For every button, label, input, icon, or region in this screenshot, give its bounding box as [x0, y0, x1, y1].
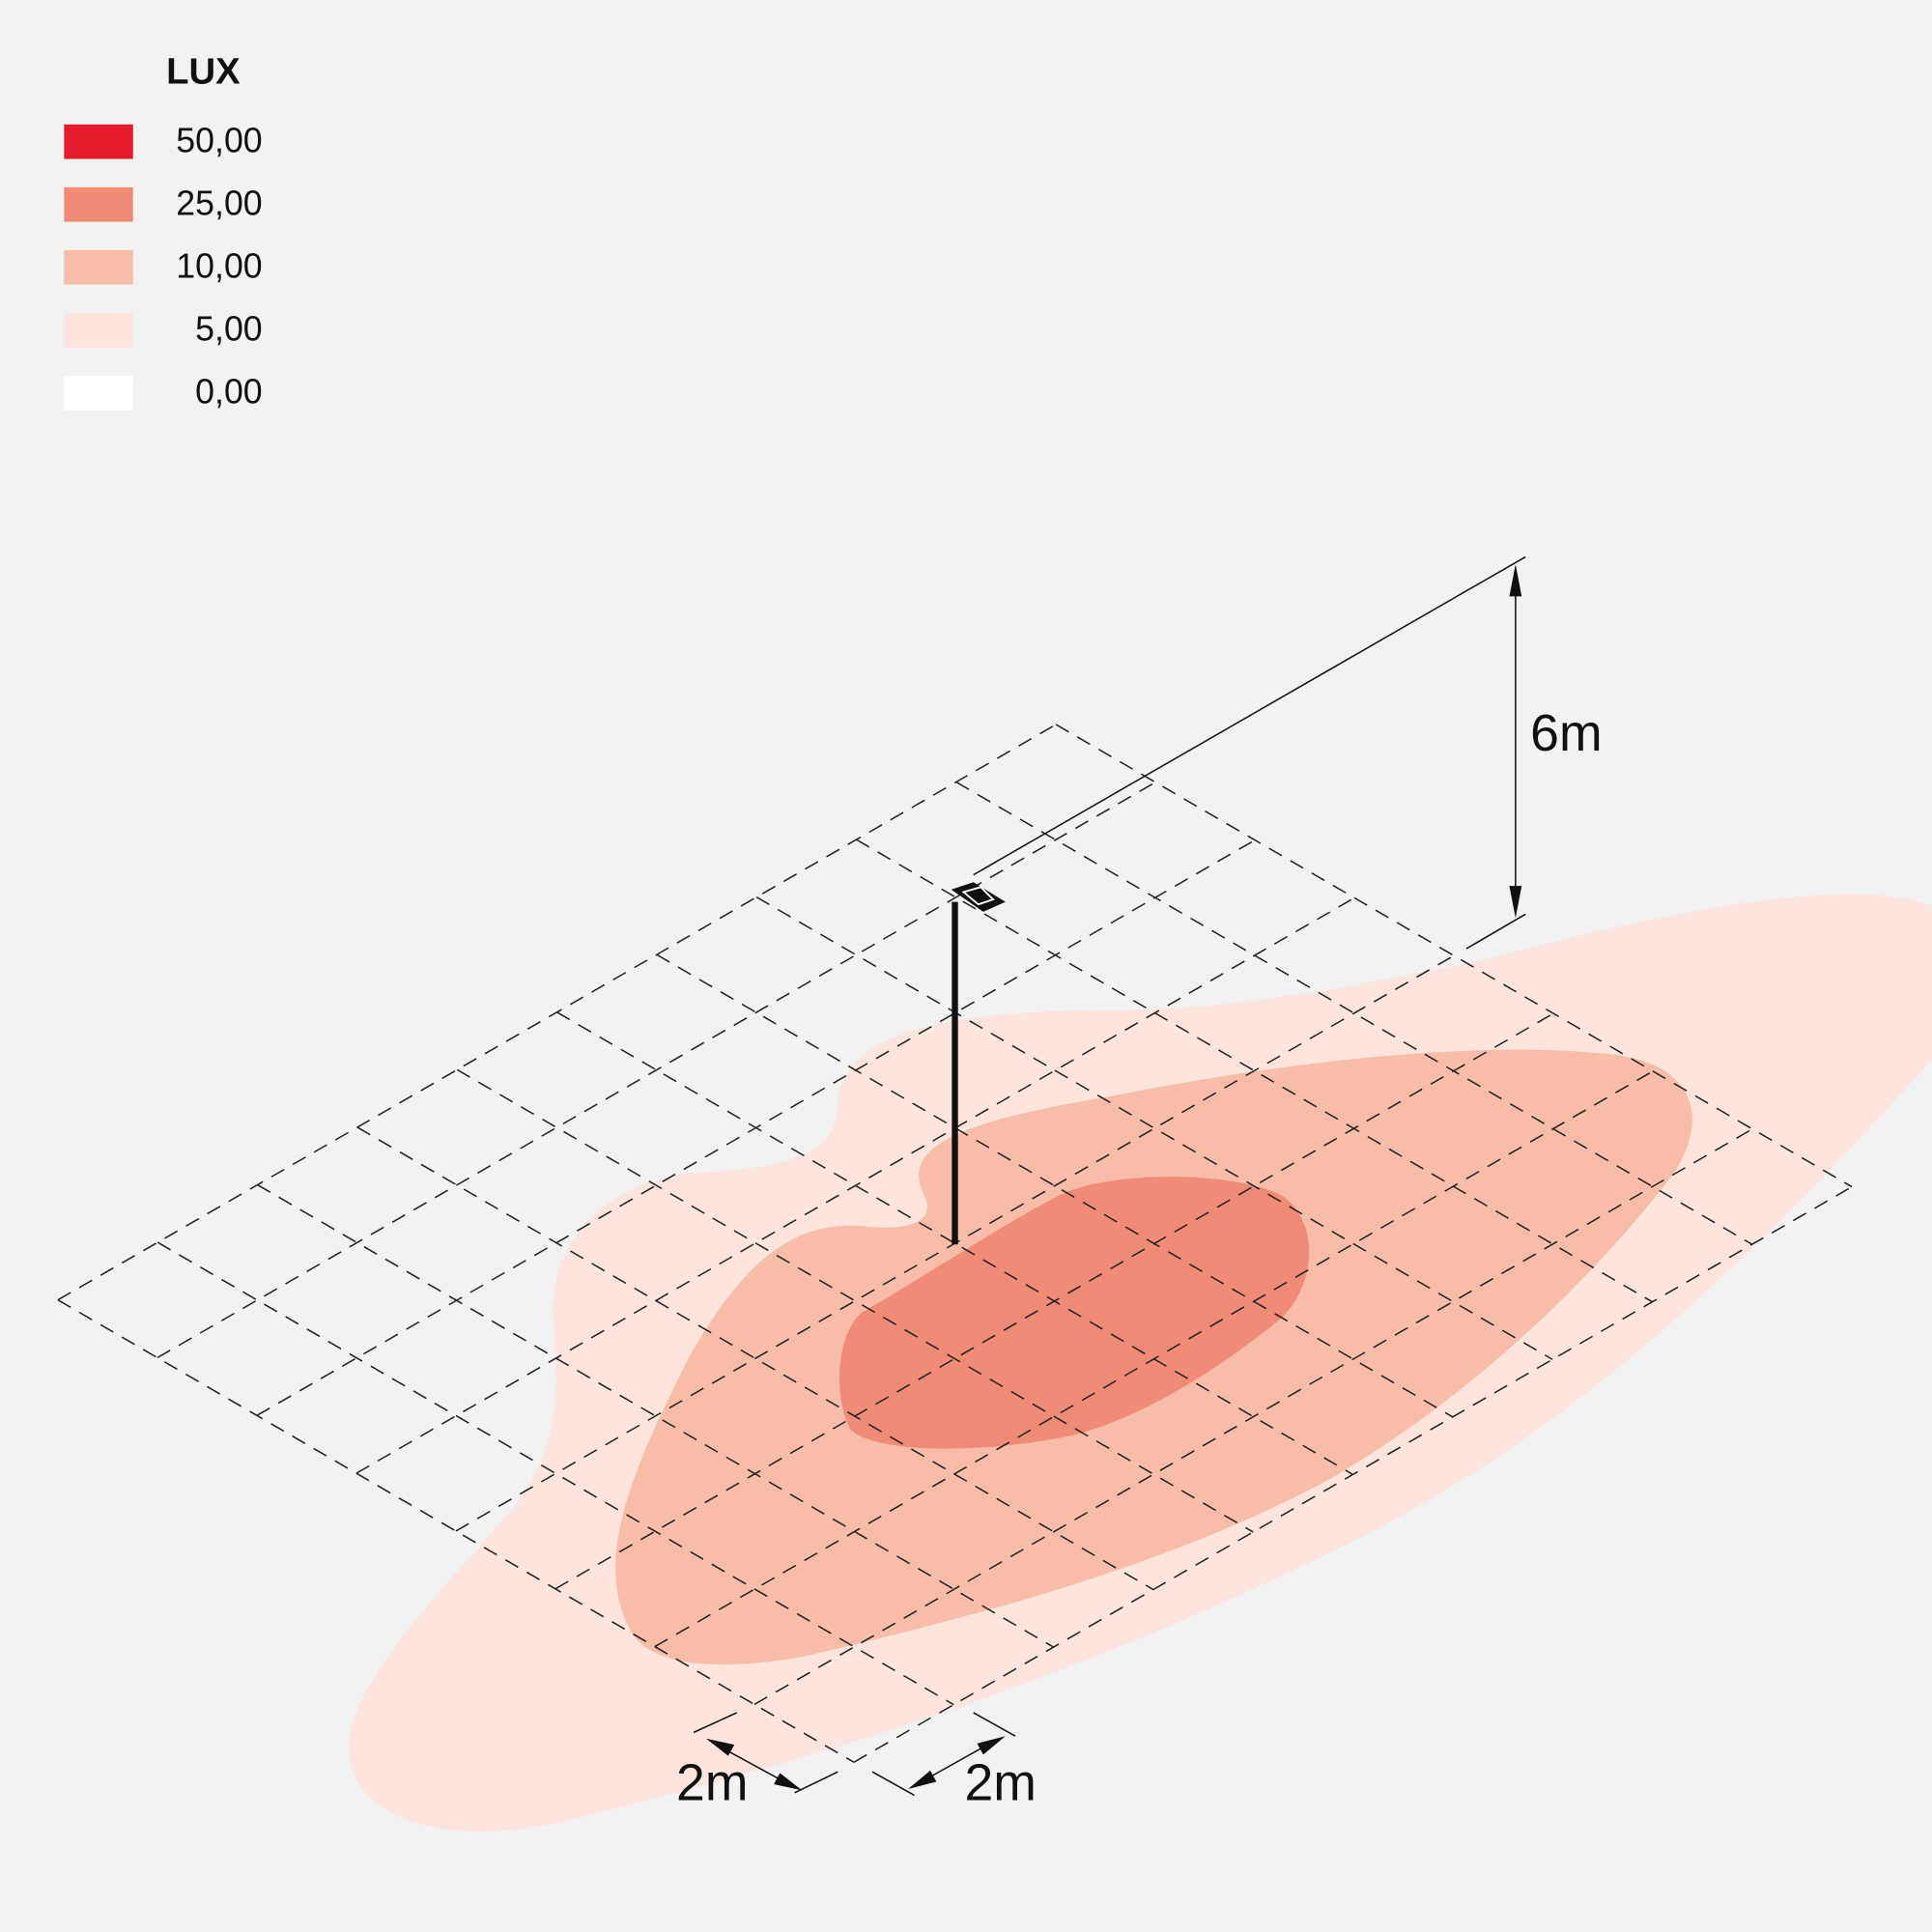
grid-line [355, 896, 1355, 1474]
legend-swatch [64, 312, 133, 348]
grid-line [955, 781, 1753, 1245]
grid-line [256, 838, 1256, 1416]
grid-line [556, 1011, 1353, 1476]
grid-line [57, 724, 1057, 1301]
legend-label: 0,00 [195, 373, 263, 412]
legend-label: 10,00 [176, 246, 262, 285]
grid-line [554, 1012, 1554, 1590]
legend-swatch [64, 124, 133, 159]
height-label: 6m [1530, 705, 1602, 762]
legend-label: 5,00 [195, 310, 263, 349]
grid-line [356, 1126, 1154, 1591]
grid-line [856, 838, 1653, 1303]
grid-line [156, 1241, 954, 1706]
grid-line [755, 896, 1553, 1360]
grid-line [156, 781, 1156, 1359]
grid-dimension-arrows [705, 1736, 1006, 1791]
grid-line [456, 1068, 1254, 1533]
floor-grid [57, 724, 1853, 1763]
grid-line [753, 1128, 1753, 1706]
legend-label: 50,00 [176, 121, 262, 159]
luminaire [951, 882, 1006, 912]
luminaire-detail [961, 886, 995, 906]
legend-label: 25,00 [176, 184, 262, 222]
grid-y-label: 2m [965, 1755, 1037, 1812]
grid-line [1055, 724, 1853, 1188]
grid-line [654, 1070, 1654, 1648]
height-dimension [973, 555, 1526, 950]
grid-line [57, 1299, 855, 1763]
grid-line [853, 1185, 1853, 1763]
legend-swatch [64, 249, 133, 285]
legend-swatch [64, 186, 133, 222]
legend-title: LUX [166, 51, 241, 93]
legend: 50,00 25,00 10,00 5,00 0,00 [64, 121, 263, 412]
grid-x-label: 2m [676, 1755, 748, 1812]
grid-line [656, 953, 1454, 1418]
grid-line [257, 1183, 1054, 1648]
legend-swatch [64, 376, 133, 411]
